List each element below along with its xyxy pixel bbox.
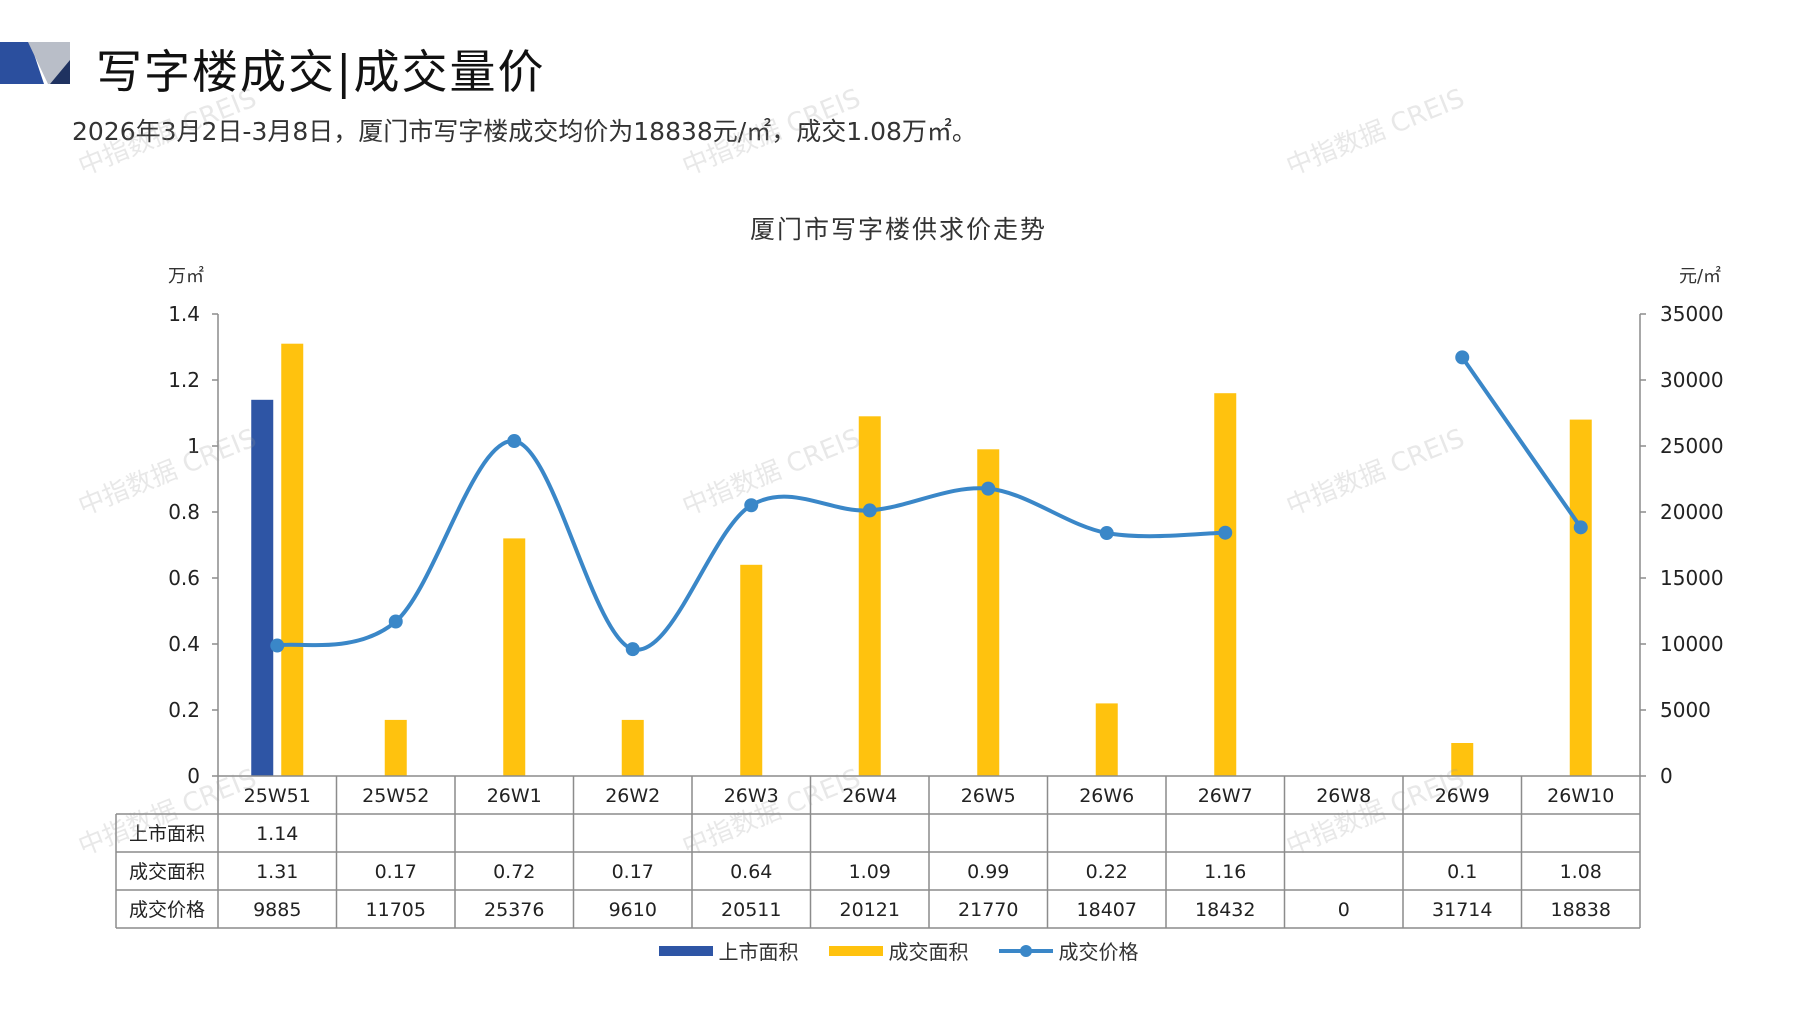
- y-right-tick-label: 20000: [1660, 500, 1724, 524]
- table-cell-transaction-area: 0.1: [1447, 861, 1477, 883]
- y-left-tick-label: 1.4: [168, 302, 200, 326]
- category-label: 26W3: [724, 785, 779, 807]
- y-left-tick-label: 1: [187, 434, 200, 458]
- header-logo-shape: [0, 42, 70, 84]
- table-row-label-transaction-price: 成交价格: [129, 899, 205, 921]
- y-left-tick-label: 0.8: [168, 500, 200, 524]
- price-point: [1218, 525, 1233, 540]
- table-row-label-listed-area: 上市面积: [129, 823, 205, 845]
- table-cell-transaction-price: 18838: [1551, 899, 1611, 921]
- price-point: [1099, 526, 1114, 541]
- bar-transaction-area: [858, 416, 881, 776]
- bar-transaction-area: [384, 719, 407, 776]
- y-right-tick-label: 10000: [1660, 632, 1724, 656]
- category-label: 26W4: [842, 785, 897, 807]
- y-right-tick-label: 30000: [1660, 368, 1724, 392]
- legend-swatch-transaction-price: [998, 944, 1053, 957]
- table-cell-transaction-area: 0.72: [493, 861, 535, 883]
- price-point: [1573, 520, 1588, 535]
- table-cell-transaction-area: 0.99: [967, 861, 1009, 883]
- bar-transaction-area: [977, 449, 1000, 776]
- price-point: [270, 638, 285, 653]
- table-cell-transaction-price: 18432: [1195, 899, 1255, 921]
- table-cell-listed-area: 1.14: [256, 823, 298, 845]
- bar-transaction-area: [1214, 393, 1237, 776]
- price-line: [276, 439, 1226, 652]
- chart-legend: 上市面积 成交面积 成交价格: [0, 936, 1797, 965]
- table-cell-transaction-area: 1.08: [1560, 861, 1602, 883]
- legend-label-transaction-price: 成交价格: [1058, 940, 1139, 964]
- y-right-tick-label: 25000: [1660, 434, 1724, 458]
- table-cell-transaction-price: 25376: [484, 899, 544, 921]
- category-label: 26W1: [487, 785, 542, 807]
- category-label: 26W7: [1198, 785, 1253, 807]
- category-label: 26W6: [1079, 785, 1134, 807]
- legend-label-listed-area: 上市面积: [718, 940, 799, 964]
- price-point: [388, 614, 403, 629]
- header: 写字楼成交|成交量价: [0, 14, 1797, 99]
- page-title: 写字楼成交|成交量价: [96, 45, 546, 99]
- y-right-tick-label: 35000: [1660, 302, 1724, 326]
- legend-item-transaction-price: 成交价格: [998, 936, 1139, 965]
- y-right-tick-label: 5000: [1660, 698, 1711, 722]
- table-cell-transaction-price: 20121: [840, 899, 900, 921]
- table-cell-transaction-price: 11705: [366, 899, 426, 921]
- table-cell-transaction-area: 0.17: [612, 861, 654, 883]
- category-label: 26W10: [1547, 785, 1614, 807]
- category-label: 25W52: [362, 785, 429, 807]
- bar-transaction-area: [740, 564, 763, 776]
- table-cell-transaction-area: 0.17: [375, 861, 417, 883]
- y-left-tick-label: 0.6: [168, 566, 200, 590]
- table-cell-transaction-price: 9885: [253, 899, 301, 921]
- bar-transaction-area: [503, 538, 526, 776]
- price-point: [744, 498, 759, 513]
- y-right-tick-label: 15000: [1660, 566, 1724, 590]
- table-cell-transaction-price: 31714: [1432, 899, 1492, 921]
- legend-item-listed-area: 上市面积: [658, 936, 799, 965]
- table-cell-transaction-price: 18407: [1077, 899, 1137, 921]
- table-cell-transaction-area: 1.31: [256, 861, 298, 883]
- bar-transaction-area: [1569, 419, 1592, 776]
- table-cell-transaction-price: 9610: [609, 899, 657, 921]
- price-line: [1460, 356, 1583, 529]
- bar-transaction-area: [621, 719, 644, 776]
- price-point: [981, 481, 996, 496]
- price-point: [625, 642, 640, 657]
- table-cell-transaction-area: 0.64: [730, 861, 772, 883]
- table-cell-transaction-price: 20511: [721, 899, 781, 921]
- y-left-tick-label: 1.2: [168, 368, 200, 392]
- bar-transaction-area: [281, 343, 304, 776]
- legend-swatch-listed-area: [658, 945, 713, 956]
- table-cell-transaction-price: 0: [1338, 899, 1350, 921]
- bar-transaction-area: [1095, 703, 1118, 776]
- y-left-unit-label: 万㎡: [168, 265, 204, 287]
- category-label: 26W2: [605, 785, 660, 807]
- header-logo-dark-triangle: [50, 60, 70, 84]
- page-subtitle: 2026年3月2日-3月8日，厦门市写字楼成交均价为18838元/㎡，成交1.0…: [72, 117, 977, 146]
- table-cell-transaction-area: 1.16: [1204, 861, 1246, 883]
- y-left-tick-label: 0.4: [168, 632, 200, 656]
- chart-title: 厦门市写字楼供求价走势: [749, 215, 1047, 244]
- table-cell-transaction-area: 1.09: [849, 861, 891, 883]
- category-label: 26W8: [1316, 785, 1371, 807]
- price-point: [1455, 350, 1470, 365]
- y-right-tick-label: 0: [1660, 764, 1673, 788]
- table-cell-transaction-area: 0.22: [1086, 861, 1128, 883]
- category-label: 26W5: [961, 785, 1016, 807]
- y-left-tick-label: 0.2: [168, 698, 200, 722]
- category-label: 26W9: [1435, 785, 1490, 807]
- category-label: 25W51: [244, 785, 311, 807]
- bar-listed-area: [251, 399, 274, 776]
- table-row-label-transaction-area: 成交面积: [129, 861, 205, 883]
- legend-label-transaction-area: 成交面积: [888, 940, 969, 964]
- bar-transaction-area: [1451, 743, 1474, 776]
- price-point: [507, 434, 522, 449]
- price-point: [862, 503, 877, 518]
- y-right-unit-label: 元/㎡: [1679, 265, 1721, 287]
- y-left-tick-label: 0: [187, 764, 200, 788]
- legend-swatch-transaction-area: [828, 945, 883, 956]
- table-cell-transaction-price: 21770: [958, 899, 1018, 921]
- legend-item-transaction-area: 成交面积: [828, 936, 969, 965]
